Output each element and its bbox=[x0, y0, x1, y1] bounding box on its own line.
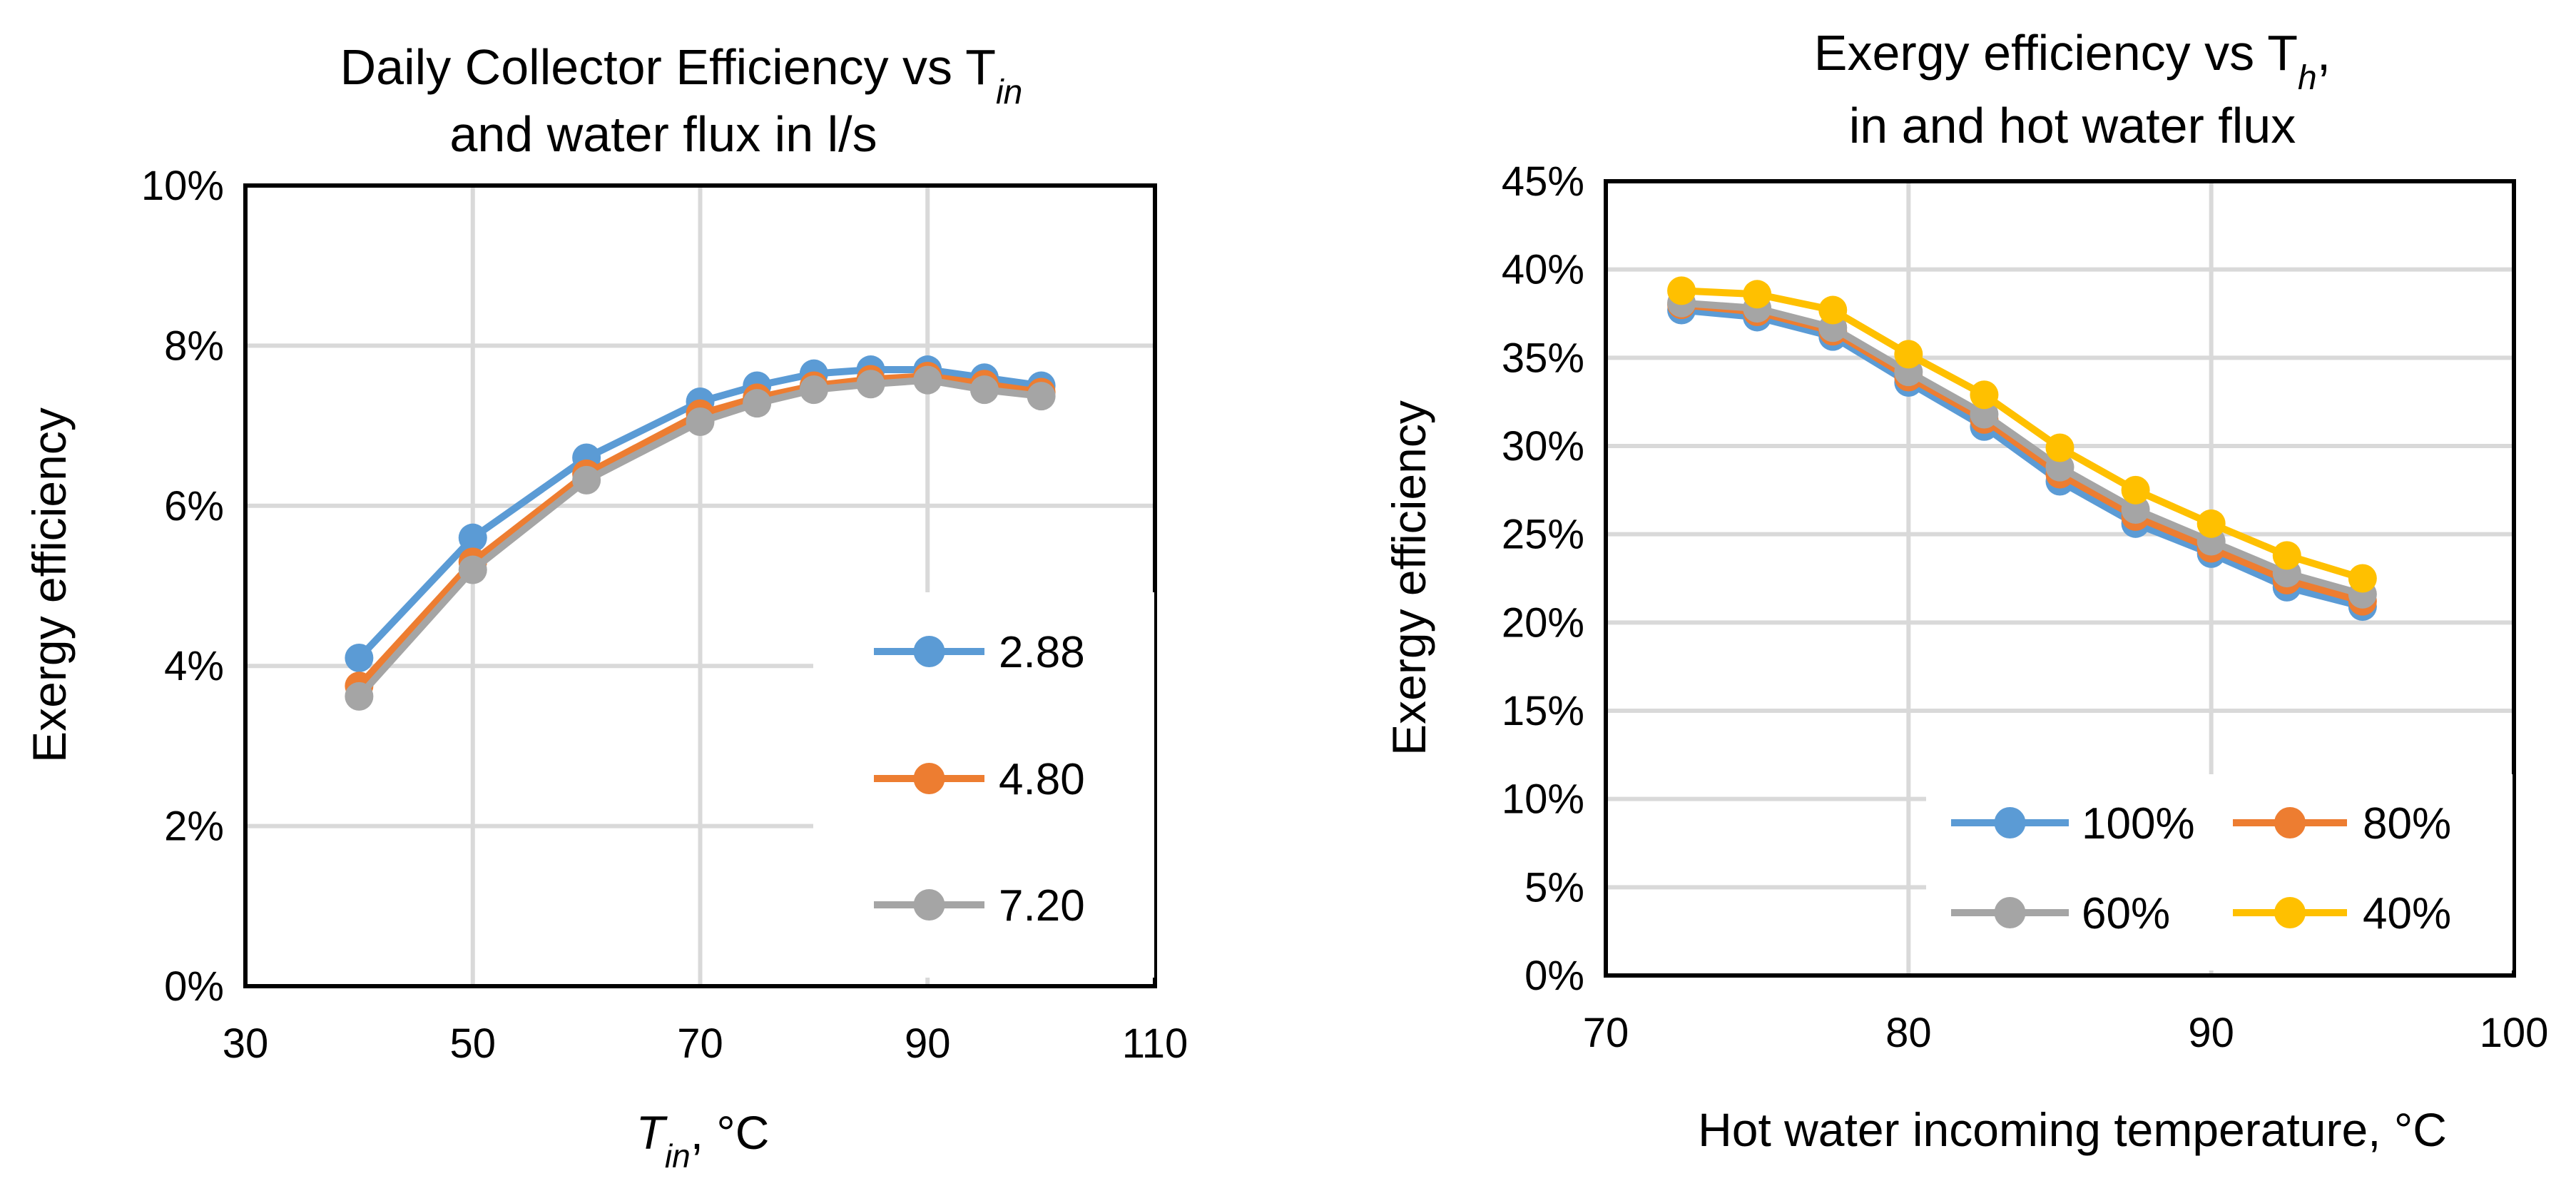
data-point bbox=[458, 523, 487, 552]
data-point bbox=[458, 555, 487, 584]
data-point bbox=[572, 465, 601, 495]
x-tick-label: 30 bbox=[223, 1020, 269, 1067]
series-line-40 bbox=[1681, 287, 2364, 582]
data-point bbox=[345, 643, 374, 672]
series-line-60 bbox=[1681, 299, 2364, 598]
x-tick-label: 110 bbox=[1122, 1020, 1188, 1067]
data-point bbox=[913, 365, 942, 395]
legend-label: 4.80 bbox=[999, 755, 1085, 804]
y-tick-label: 10% bbox=[141, 163, 224, 209]
y-tick-label: 40% bbox=[1502, 247, 1584, 293]
y-tick-label: 5% bbox=[1524, 864, 1584, 911]
chart1-legend: 2.88 4.80 7.20 bbox=[813, 592, 1154, 978]
data-point bbox=[2196, 509, 2226, 538]
legend-swatch-marker bbox=[2274, 807, 2306, 838]
data-point bbox=[2348, 564, 2377, 593]
legend-label: 7.20 bbox=[999, 881, 1085, 931]
chart2-title: Exergy efficiency vs Th, bbox=[1814, 25, 2331, 97]
legend-swatch-marker bbox=[1994, 897, 2026, 928]
chart2-title-line2: in and hot water flux bbox=[1849, 98, 2296, 153]
y-tick-label: 45% bbox=[1502, 158, 1584, 205]
series-line-100 bbox=[1681, 306, 2364, 610]
chart2-x-ticks: 70 80 90 100 bbox=[1583, 1010, 2549, 1056]
data-point bbox=[1743, 280, 1772, 309]
data-point bbox=[345, 681, 374, 711]
chart1-title: Daily Collector Efficiency vs Tin bbox=[340, 39, 1023, 111]
chart-exergy-efficiency: Exergy efficiency vs Th, in and hot wate… bbox=[1383, 25, 2548, 1156]
y-tick-label: 25% bbox=[1502, 512, 1584, 558]
data-point bbox=[1667, 276, 1696, 305]
chart1-series-group bbox=[345, 355, 1056, 711]
y-tick-label: 20% bbox=[1502, 599, 1584, 646]
x-tick-label: 90 bbox=[2188, 1010, 2234, 1056]
x-tick-label: 90 bbox=[905, 1020, 951, 1067]
legend-label: 100% bbox=[2082, 799, 2195, 848]
chart2-y-axis-label: Exergy efficiency bbox=[1383, 400, 1435, 756]
x-tick-label: 50 bbox=[449, 1020, 496, 1067]
chart1-title-line2: and water flux in l/s bbox=[449, 106, 877, 162]
chart-collector-efficiency: Daily Collector Efficiency vs Tin and wa… bbox=[23, 39, 1188, 1175]
chart2-legend: 100% 80% 60% 40% bbox=[1926, 774, 2513, 970]
x-tick-label: 70 bbox=[677, 1020, 723, 1067]
legend-label: 40% bbox=[2363, 889, 2451, 938]
chart1-plot-frame bbox=[243, 183, 1157, 988]
chart1-y-ticks: 0% 2% 4% 6% 8% 10% bbox=[141, 163, 224, 1010]
series-line-288 bbox=[356, 366, 1042, 661]
y-tick-label: 0% bbox=[164, 963, 224, 1010]
data-point bbox=[686, 407, 715, 436]
y-tick-label: 35% bbox=[1502, 335, 1584, 381]
data-point bbox=[799, 375, 828, 405]
chart1-x-ticks: 30 50 70 90 110 bbox=[223, 1020, 1188, 1067]
y-tick-label: 0% bbox=[1524, 953, 1584, 999]
data-point bbox=[1970, 380, 1999, 410]
legend-swatch-marker bbox=[913, 889, 945, 921]
data-point bbox=[856, 370, 885, 399]
legend-background bbox=[1926, 774, 2513, 970]
legend-swatch-marker bbox=[2274, 897, 2306, 928]
x-tick-label: 70 bbox=[1583, 1010, 1629, 1056]
chart2-series-group bbox=[1667, 276, 2377, 622]
chart1-gridlines bbox=[245, 186, 1155, 986]
legend-label: 80% bbox=[2363, 799, 2451, 848]
data-point bbox=[1894, 340, 1923, 369]
chart2-plot-frame bbox=[1604, 179, 2516, 978]
y-tick-label: 15% bbox=[1502, 688, 1584, 734]
series-line-720 bbox=[356, 376, 1042, 699]
chart1-x-axis-label: Tin, °C bbox=[636, 1106, 770, 1175]
chart2-x-axis-label: Hot water incoming temperature, °C bbox=[1698, 1103, 2447, 1156]
series-line-480 bbox=[356, 372, 1042, 689]
data-point bbox=[2045, 433, 2074, 462]
chart2-y-ticks: 0% 5% 10% 15% 20% 25% 30% 35% 40% 45% bbox=[1502, 158, 1584, 999]
data-point bbox=[969, 375, 999, 405]
data-point bbox=[743, 389, 772, 418]
data-point bbox=[1818, 295, 1848, 325]
legend-label: 2.88 bbox=[999, 628, 1085, 677]
x-tick-label: 100 bbox=[2480, 1010, 2549, 1056]
data-point bbox=[2272, 541, 2301, 570]
legend-label: 60% bbox=[2082, 889, 2170, 938]
legend-swatch-marker bbox=[913, 636, 945, 667]
legend-swatch-marker bbox=[913, 763, 945, 794]
data-point bbox=[2121, 475, 2150, 505]
y-tick-label: 2% bbox=[164, 804, 224, 850]
y-tick-label: 30% bbox=[1502, 423, 1584, 470]
y-tick-label: 8% bbox=[164, 323, 224, 369]
y-tick-label: 4% bbox=[164, 643, 224, 689]
y-tick-label: 6% bbox=[164, 483, 224, 529]
legend-swatch-marker bbox=[1994, 807, 2026, 838]
x-tick-label: 80 bbox=[1885, 1010, 1932, 1056]
data-point bbox=[1027, 382, 1056, 411]
chart1-y-axis-label: Exergy efficiency bbox=[23, 407, 76, 763]
legend-background bbox=[813, 592, 1154, 978]
y-tick-label: 10% bbox=[1502, 776, 1584, 823]
